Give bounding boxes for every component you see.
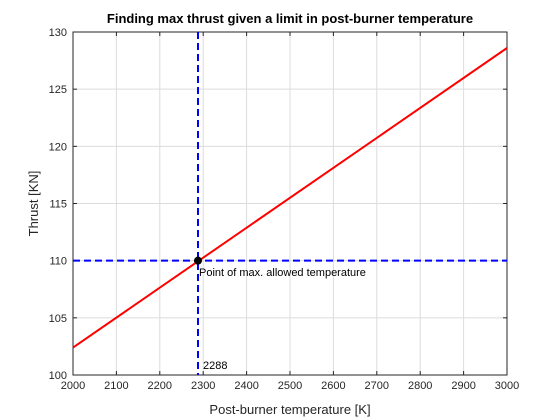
x-tick-label: 2100 (104, 380, 128, 392)
x-tick-label: 2600 (321, 380, 345, 392)
point-annotation: Point of max. allowed temperature (199, 267, 366, 279)
x-tick-labels: 2000 2100 2200 2300 2400 2500 2600 2700 2800 2900… (61, 380, 519, 392)
y-tick-label: 105 (49, 313, 67, 325)
series-layer (72, 47, 508, 349)
y-tick-label: 115 (49, 199, 67, 211)
y-tick-label: 120 (49, 141, 67, 153)
marker-layer (193, 256, 202, 265)
x-axis-label: Post-burner temperature [K] (209, 402, 370, 417)
x-tick-label: 2700 (365, 380, 389, 392)
x-tick-label: 2200 (148, 380, 172, 392)
thrust-series-line (72, 47, 508, 349)
x-tick-label: 2800 (408, 380, 432, 392)
vline-annotation: 2288 (203, 360, 227, 372)
max-temperature-point (193, 256, 202, 265)
reference-lines (73, 32, 507, 375)
y-axis-label: Thrust [KN] (26, 171, 41, 237)
y-tick-label: 125 (49, 84, 67, 96)
y-tick-label: 100 (49, 370, 67, 382)
chart-title: Finding max thrust given a limit in post… (107, 11, 473, 26)
x-tick-label: 2900 (451, 380, 475, 392)
y-tick-labels: 100 105 110 115 120 125 130 (49, 27, 67, 382)
x-tick-label: 2000 (61, 380, 85, 392)
y-tick-label: 110 (49, 256, 67, 268)
y-tick-label: 130 (49, 27, 67, 39)
x-tick-label: 2500 (278, 380, 302, 392)
x-tick-label: 2400 (234, 380, 258, 392)
x-tick-label: 2300 (191, 380, 215, 392)
x-tick-label: 3000 (495, 380, 519, 392)
